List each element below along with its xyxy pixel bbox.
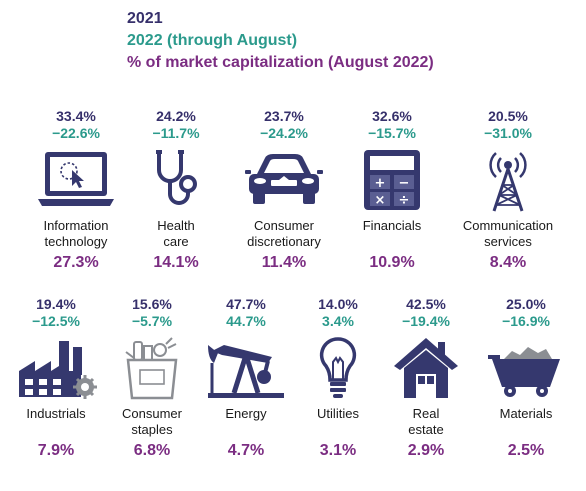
sector-consumer-staples: 15.6% −5.7% Consumer staples 6.8%: [106, 296, 198, 460]
return-2022: −31.0%: [484, 125, 532, 141]
svg-text:÷: ÷: [399, 193, 410, 208]
return-2021: 20.5%: [488, 108, 528, 124]
return-2021: 24.2%: [156, 108, 196, 124]
return-2022: −22.6%: [52, 125, 100, 141]
sector-name: Information technology: [43, 218, 109, 249]
stethoscope-icon: [151, 146, 201, 214]
oil-pump-icon: [206, 334, 286, 402]
sector-name: Consumer staples: [122, 406, 182, 437]
market-cap-share: 14.1%: [153, 254, 199, 271]
sector-utilities: 14.0% 3.4% Utilities 3.1%: [298, 296, 378, 460]
sector-consumer-discretionary: 23.7% −24.2% Consumer discretionary 11.4…: [226, 108, 342, 272]
car-icon: [243, 146, 325, 214]
legend: 2021 2022 (through August) % of market c…: [127, 8, 434, 74]
sector-name: Industrials: [26, 406, 86, 421]
return-2022: 44.7%: [226, 313, 266, 329]
sector-name: Real estate: [408, 406, 444, 437]
sector-health-care: 24.2% −11.7% Health care 14.1%: [128, 108, 224, 272]
sector-name: Health care: [157, 218, 195, 249]
svg-text:×: ×: [375, 193, 386, 208]
return-2021: 15.6%: [132, 296, 172, 312]
legend-2021: 2021: [127, 10, 163, 27]
light-bulb-icon: [318, 334, 358, 402]
market-cap-share: 2.5%: [507, 442, 545, 459]
sector-name: Energy: [225, 406, 267, 421]
market-cap-share: 11.4%: [261, 254, 307, 271]
market-cap-share: 7.9%: [37, 442, 75, 459]
sector-name: Materials: [499, 406, 553, 421]
legend-market-cap: % of market capitalization (August 2022): [127, 54, 434, 71]
market-cap-share: 8.4%: [489, 254, 527, 271]
sector-name: Communication services: [462, 218, 554, 249]
return-2021: 47.7%: [226, 296, 266, 312]
return-2021: 32.6%: [372, 108, 412, 124]
market-cap-share: 6.8%: [133, 442, 171, 459]
sector-industrials: 19.4% −12.5% Industrials 7.9%: [8, 296, 104, 460]
return-2022: −12.5%: [32, 313, 80, 329]
sector-financials: 32.6% −15.7% + − × ÷ Financials 10.9%: [342, 108, 442, 272]
sector-energy: 47.7% 44.7% Energy 4.7%: [198, 296, 294, 460]
grocery-bag-icon: [120, 334, 184, 402]
antenna-tower-icon: [480, 146, 536, 214]
mine-cart-icon: [486, 334, 566, 402]
sector-information-technology: 33.4% −22.6% Information technology 27.3…: [18, 108, 134, 272]
legend-2022: 2022 (through August): [127, 32, 298, 49]
market-cap-share: 2.9%: [407, 442, 445, 459]
sector-materials: 25.0% −16.9% Materials 2.5%: [476, 296, 576, 460]
factory-icon: [15, 334, 97, 402]
sector-name: Utilities: [317, 406, 359, 421]
return-2022: 3.4%: [322, 313, 354, 329]
laptop-icon: [36, 146, 116, 214]
sector-communication-services: 20.5% −31.0% Communication services 8.4%: [448, 108, 568, 272]
return-2021: 14.0%: [318, 296, 358, 312]
sector-name: Financials: [362, 218, 422, 233]
return-2021: 25.0%: [506, 296, 546, 312]
svg-text:+: +: [375, 176, 386, 191]
return-2021: 23.7%: [264, 108, 304, 124]
sector-name: Consumer discretionary: [247, 218, 321, 249]
return-2022: −16.9%: [502, 313, 550, 329]
return-2022: −11.7%: [152, 125, 200, 141]
return-2021: 19.4%: [36, 296, 76, 312]
market-cap-share: 27.3%: [53, 254, 99, 271]
svg-text:−: −: [399, 176, 410, 191]
market-cap-share: 4.7%: [227, 442, 265, 459]
return-2022: −5.7%: [131, 313, 173, 329]
return-2021: 33.4%: [56, 108, 96, 124]
sector-real-estate: 42.5% −19.4% Real estate 2.9%: [378, 296, 474, 460]
house-icon: [392, 334, 460, 402]
market-cap-share: 3.1%: [319, 442, 357, 459]
market-cap-share: 10.9%: [369, 254, 415, 271]
return-2022: −24.2%: [260, 125, 308, 141]
return-2021: 42.5%: [406, 296, 446, 312]
return-2022: −19.4%: [402, 313, 450, 329]
calculator-icon: + − × ÷: [362, 146, 422, 214]
return-2022: −15.7%: [368, 125, 416, 141]
